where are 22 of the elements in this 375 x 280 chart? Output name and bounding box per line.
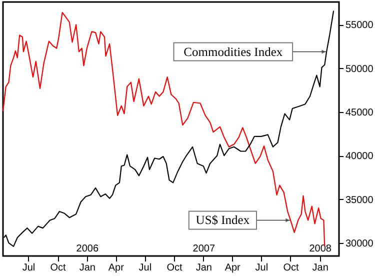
x-tick-label: Apr <box>108 262 125 274</box>
y-tick-label: 40000 <box>346 151 374 162</box>
x2-tick-label: 2007 <box>192 244 216 254</box>
y-tick-label: 30000 <box>346 238 374 250</box>
x-tick-label: Oct <box>166 262 183 274</box>
x-tick-label: Jul <box>138 262 152 274</box>
x-tick-label: Jul <box>22 262 36 274</box>
x-tick-label: Jan <box>196 262 212 274</box>
x-tick-label: Apr <box>224 262 242 274</box>
x-tick-label: Jul <box>255 262 268 274</box>
x-tick-label: Jan <box>312 262 328 274</box>
x2-tick-label: 2008 <box>309 244 332 254</box>
y-tick-label: 50000 <box>346 64 374 75</box>
y-tick-label: 45000 <box>346 107 374 118</box>
x-tick-label: Jan <box>79 262 96 274</box>
annotation: Commodities Index <box>184 44 284 59</box>
x2-tick-label: 2006 <box>76 244 99 254</box>
annotation: US$ Index <box>196 213 250 228</box>
y-tick-label: 55000 <box>346 20 374 32</box>
y-tick-label: 35000 <box>346 194 374 206</box>
x-tick-label: Oct <box>283 262 299 274</box>
x-tick-label: Oct <box>50 262 66 274</box>
